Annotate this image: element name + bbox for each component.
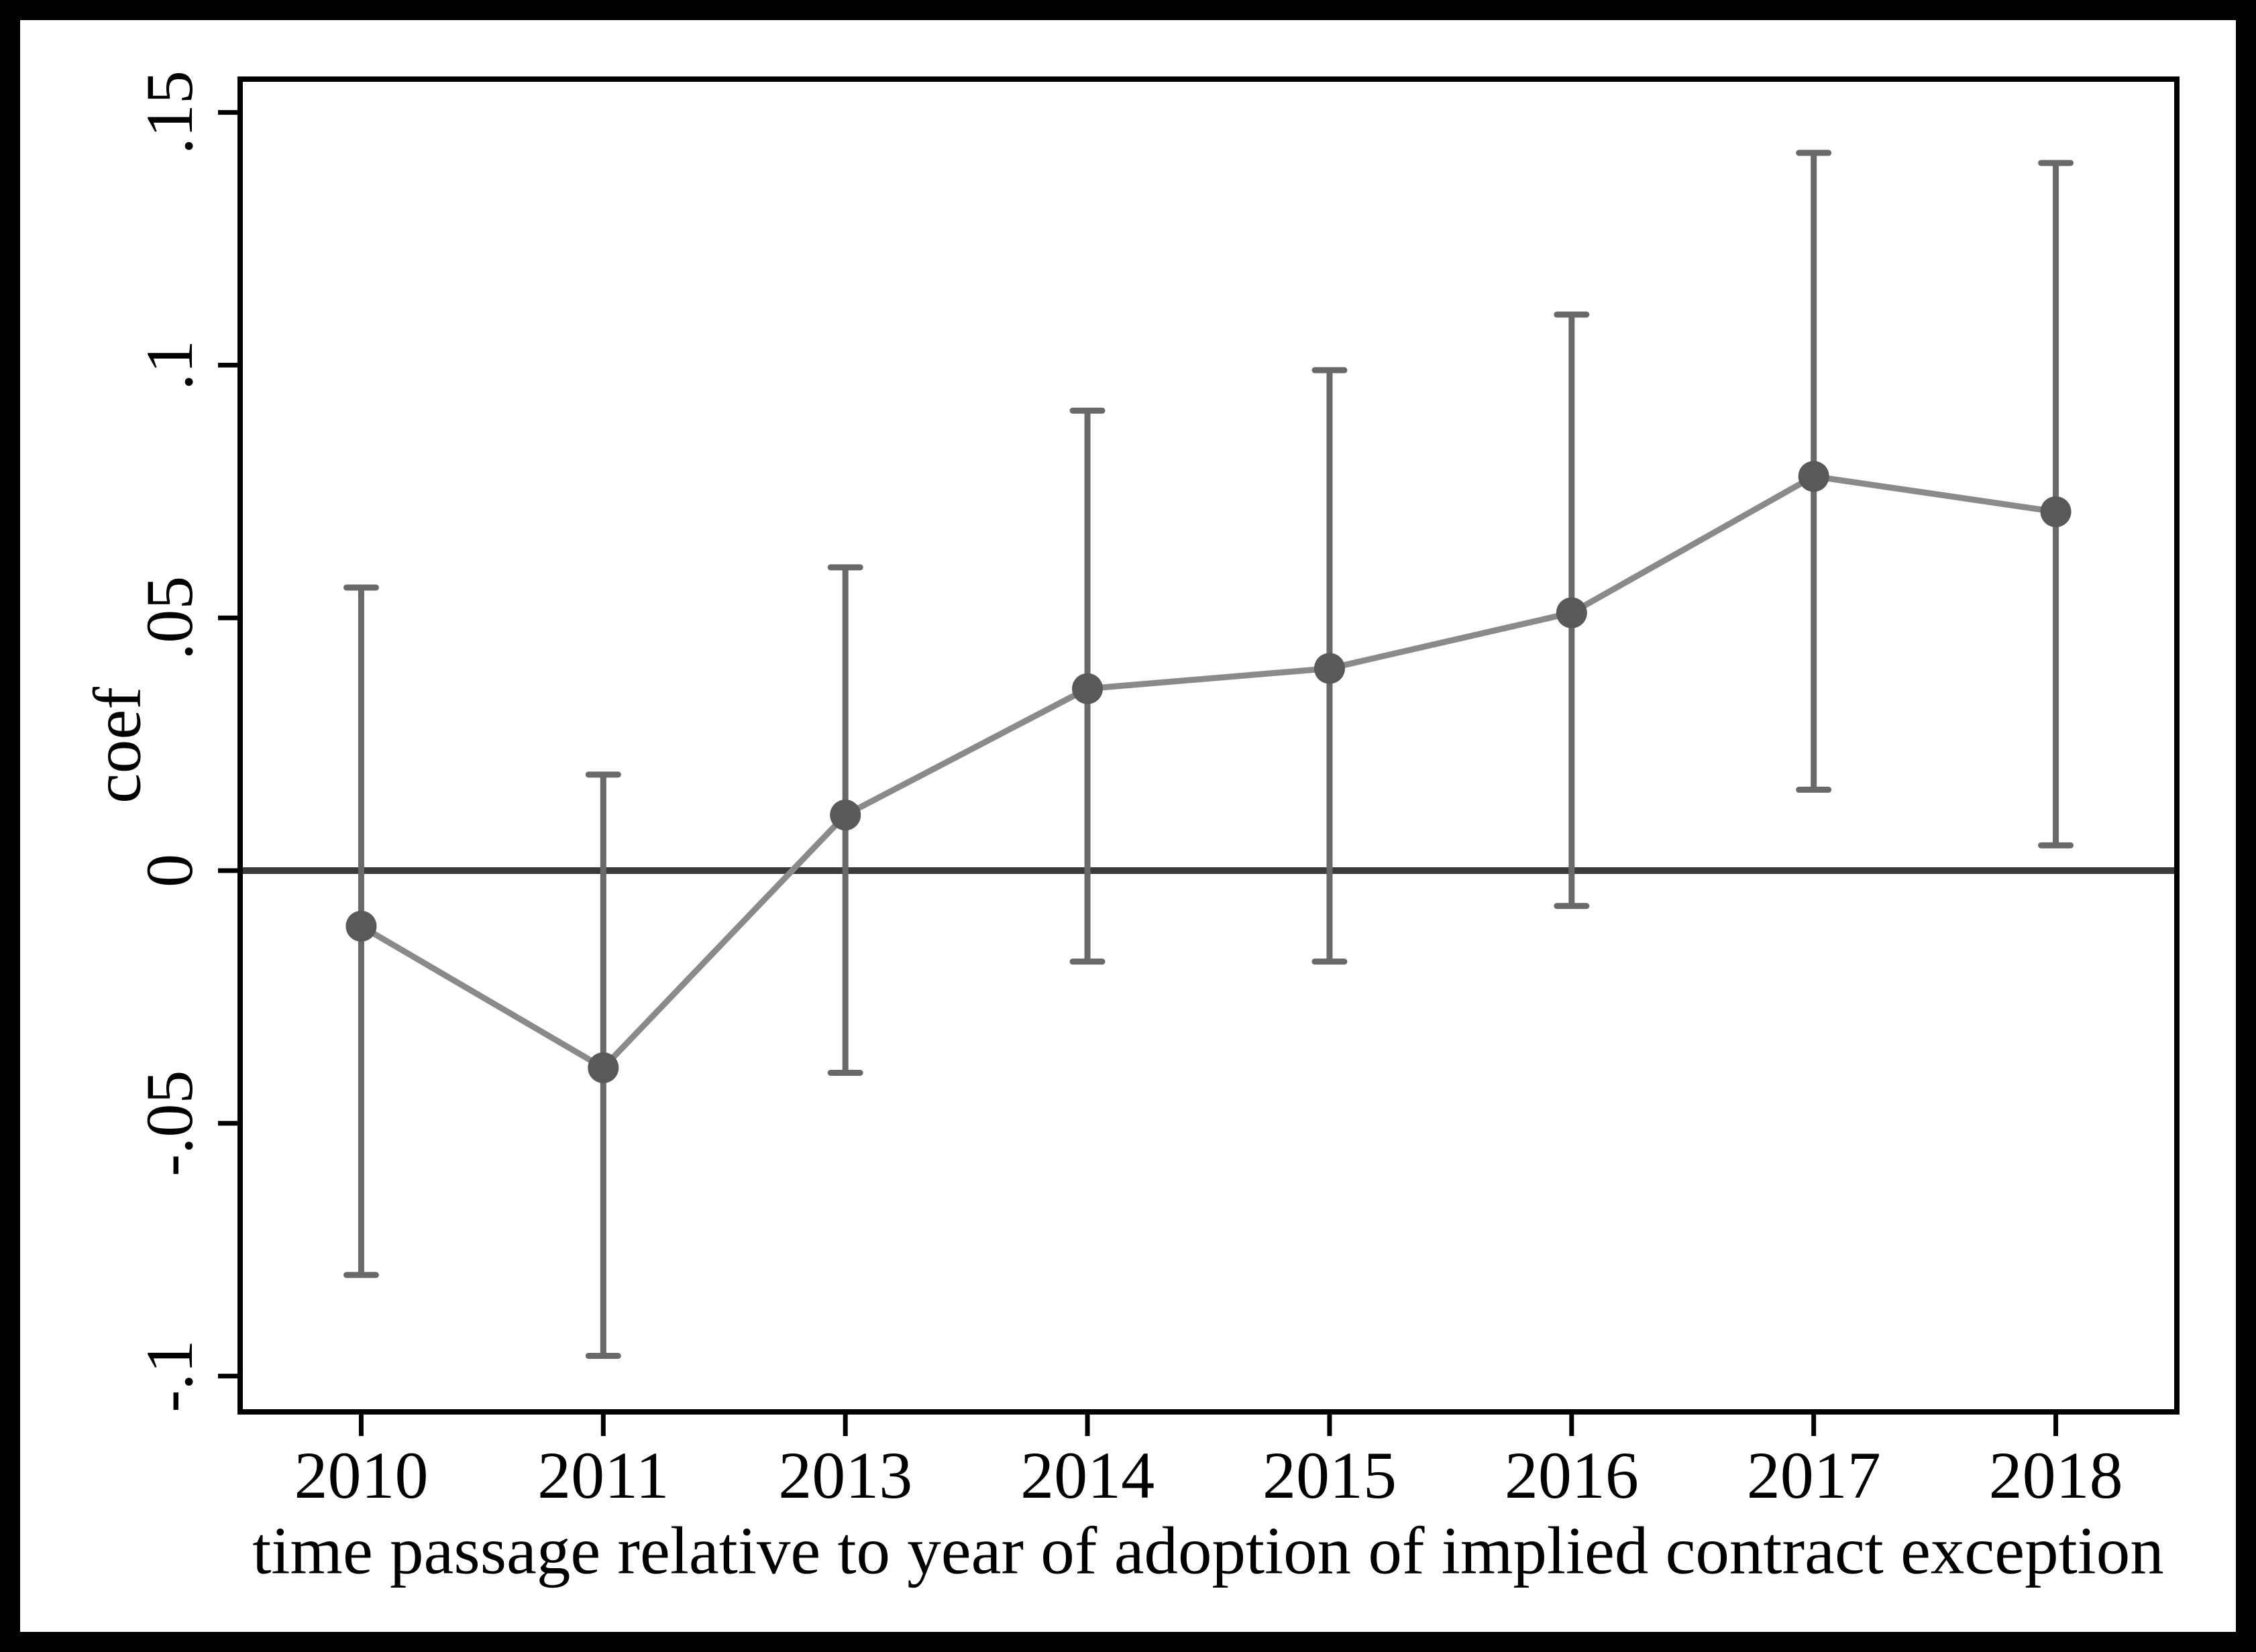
x-tick-label: 2015 <box>1263 1438 1397 1512</box>
y-tick-label: .1 <box>132 340 207 390</box>
data-point-2010 <box>345 910 377 942</box>
y-tick-label: .05 <box>132 576 207 660</box>
data-point-2011 <box>588 1052 619 1083</box>
x-tick-label: 2016 <box>1505 1438 1639 1512</box>
x-tick-label: 2014 <box>1020 1438 1154 1512</box>
coefficient-line <box>360 473 2057 1072</box>
y-tick-label: -.05 <box>132 1070 207 1176</box>
y-tick-label: 0 <box>132 854 207 887</box>
data-point-2013 <box>830 800 861 831</box>
y-axis-title: coef <box>79 687 155 804</box>
data-point-2014 <box>1072 673 1104 704</box>
data-point-2015 <box>1313 653 1345 684</box>
x-tick-label: 2018 <box>1989 1438 2123 1512</box>
figure-canvas <box>20 20 2236 1632</box>
x-tick-label: 2017 <box>1747 1438 1881 1512</box>
data-point-2016 <box>1556 597 1587 628</box>
data-point-2017 <box>1798 461 1829 492</box>
x-tick-label: 2013 <box>778 1438 912 1512</box>
x-tick-label: 2011 <box>537 1438 669 1512</box>
y-tick-label: -.1 <box>132 1339 207 1412</box>
x-axis-title: time passage relative to year of adoptio… <box>252 1512 2164 1588</box>
plot-box <box>237 76 2180 1415</box>
y-tick-label: .15 <box>132 70 207 154</box>
data-point-2018 <box>2040 496 2072 527</box>
x-tick-label: 2010 <box>294 1438 428 1512</box>
